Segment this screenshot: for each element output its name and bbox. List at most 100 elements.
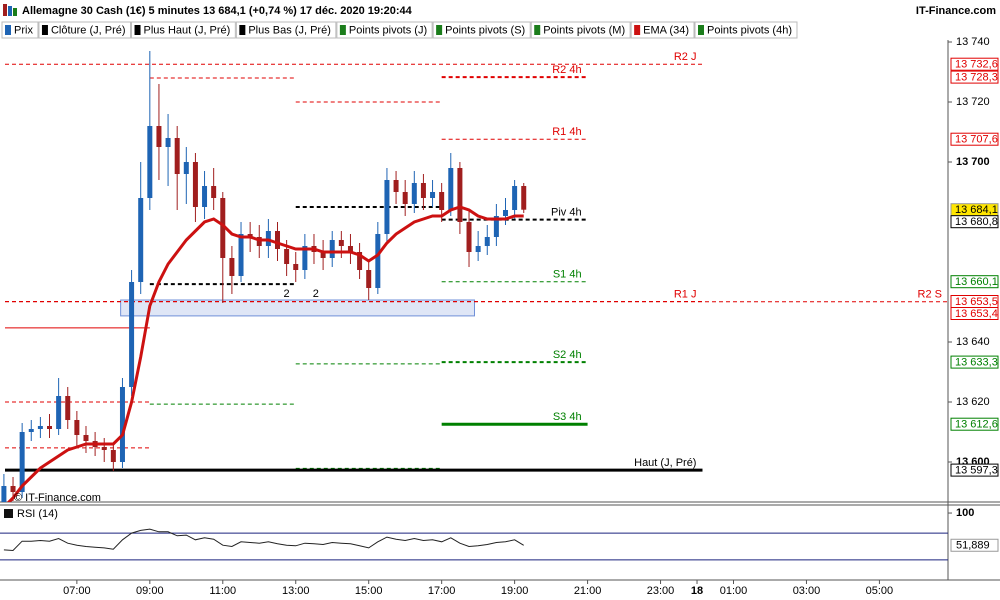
legend-swatch bbox=[634, 25, 641, 35]
toolbar-button[interactable] bbox=[131, 21, 236, 39]
candle-body bbox=[110, 450, 116, 462]
legend-swatch bbox=[339, 25, 346, 35]
candle-body bbox=[521, 186, 527, 210]
legend-label: Points pivots (J) bbox=[349, 24, 427, 36]
toolbar-item[interactable]: Plus Bas (J, Pré) bbox=[235, 21, 337, 39]
toolbar-item[interactable]: Plus Haut (J, Pré) bbox=[131, 21, 236, 39]
legend-swatch bbox=[134, 25, 141, 35]
app-icon bbox=[3, 4, 7, 16]
candle-body bbox=[430, 192, 436, 198]
price-label-box bbox=[950, 463, 999, 477]
candle-body bbox=[475, 246, 481, 252]
x-tick-label: 21:00 bbox=[574, 585, 602, 597]
price-label: 13 653,4 bbox=[955, 308, 998, 320]
candle-body bbox=[320, 252, 326, 258]
candle-body bbox=[466, 222, 472, 252]
candle-body bbox=[302, 246, 308, 270]
toolbar-button[interactable] bbox=[235, 21, 337, 39]
legend-label: Prix bbox=[14, 24, 33, 36]
x-tick-label: 05:00 bbox=[866, 585, 894, 597]
candle-body bbox=[138, 198, 144, 282]
candle-body bbox=[183, 162, 189, 174]
app-icon bbox=[13, 8, 17, 16]
price-label: 13 684,1 bbox=[955, 204, 998, 216]
candle-body bbox=[411, 183, 417, 204]
price-label-box bbox=[950, 275, 999, 289]
toolbar-item[interactable]: Points pivots (4h) bbox=[694, 21, 798, 39]
candle-body bbox=[457, 168, 463, 222]
price-plot: R2 J R2 4h R1 4h Piv 4h S1 4h R1 J R2 S S2 4h S3… bbox=[1, 51, 948, 502]
x-tick-label: 18 bbox=[691, 585, 703, 597]
price-label-box bbox=[950, 70, 999, 84]
x-tick-label: 03:00 bbox=[793, 585, 821, 597]
toolbar-button[interactable] bbox=[530, 21, 631, 39]
toolbar-item[interactable]: Points pivots (J) bbox=[336, 21, 433, 39]
candle-body bbox=[47, 426, 53, 429]
chart-title: Allemagne 30 Cash (1€) 5 minutes 13 684,… bbox=[22, 5, 413, 17]
x-tick-label: 15:00 bbox=[355, 585, 383, 597]
toolbar-button[interactable] bbox=[38, 21, 132, 39]
x-tick-label: 23:00 bbox=[647, 585, 675, 597]
price-label-box bbox=[950, 355, 999, 369]
level-name: R1 4h bbox=[552, 126, 581, 138]
toolbar-button[interactable] bbox=[432, 21, 531, 39]
toolbar-button[interactable] bbox=[630, 21, 695, 39]
candle-body bbox=[493, 216, 499, 237]
rsi-panel: 100 51,889 bbox=[0, 507, 999, 561]
candle-body bbox=[83, 435, 89, 441]
candle-body bbox=[402, 192, 408, 204]
price-label-box bbox=[950, 57, 999, 71]
y-tick-label: 13 740 bbox=[956, 36, 990, 48]
x-tick-label: 11:00 bbox=[209, 585, 236, 597]
candle-body bbox=[101, 447, 107, 450]
legend-label: Points pivots (M) bbox=[543, 24, 625, 36]
toolbar-button[interactable] bbox=[694, 21, 798, 39]
app-icon bbox=[8, 6, 12, 16]
candle-body bbox=[220, 198, 226, 258]
toolbar-item[interactable]: Points pivots (M) bbox=[530, 21, 631, 39]
toolbar-button[interactable] bbox=[336, 21, 433, 39]
annotation: 2 bbox=[313, 288, 319, 300]
candle-body bbox=[74, 420, 80, 435]
x-tick-label: 13:00 bbox=[282, 585, 310, 597]
level-name: S3 4h bbox=[553, 411, 582, 423]
candle-body bbox=[19, 432, 25, 492]
legend-label: EMA (34) bbox=[643, 24, 689, 36]
level-name: S2 4h bbox=[553, 349, 582, 361]
legend-swatch bbox=[41, 25, 48, 35]
price-label-box bbox=[950, 132, 999, 146]
level-name: R2 4h bbox=[552, 64, 581, 76]
candle-body bbox=[357, 252, 363, 270]
candle-body bbox=[174, 138, 180, 174]
x-tick-label: 07:00 bbox=[63, 585, 91, 597]
candle-body bbox=[347, 246, 353, 252]
price-label: 13 707,6 bbox=[955, 134, 998, 146]
candle-body bbox=[448, 168, 454, 210]
brand: IT-Finance.com bbox=[916, 5, 996, 17]
candle-body bbox=[393, 180, 399, 192]
candle-body bbox=[484, 237, 490, 246]
legend-label: Plus Haut (J, Pré) bbox=[144, 24, 231, 36]
candle-body bbox=[238, 234, 244, 276]
candle-body bbox=[202, 186, 208, 207]
x-tick-label: 17:00 bbox=[428, 585, 456, 597]
candle-body bbox=[156, 126, 162, 147]
legend-label: Points pivots (4h) bbox=[707, 24, 792, 36]
toolbar-item[interactable]: Clôture (J, Pré) bbox=[38, 21, 132, 39]
candle-body bbox=[503, 210, 509, 216]
rsi-icon bbox=[4, 509, 13, 518]
y-tick-label: 13 720 bbox=[956, 96, 990, 108]
legend-swatch bbox=[436, 25, 443, 35]
candle-body bbox=[366, 270, 372, 288]
toolbar-item[interactable]: Points pivots (S) bbox=[432, 21, 531, 39]
price-label: 13 732,6 bbox=[955, 59, 998, 71]
toolbar-item[interactable]: EMA (34) bbox=[630, 21, 695, 39]
price-label: 13 653,5 bbox=[955, 296, 998, 308]
price-label: 13 633,3 bbox=[955, 357, 998, 369]
legend-swatch bbox=[698, 25, 704, 35]
legend-swatch bbox=[239, 25, 246, 35]
toolbar-item[interactable]: Prix bbox=[1, 21, 39, 39]
rsi-tick-label: 100 bbox=[956, 507, 974, 519]
